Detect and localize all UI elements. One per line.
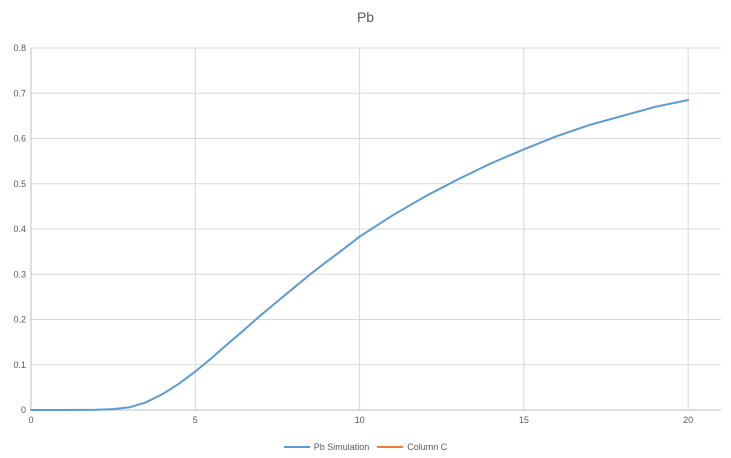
gridlines [31,47,721,410]
axes [30,48,721,411]
y-tick-label: 0.4 [13,224,26,234]
series-lines [30,99,690,411]
x-tick-label: 5 [193,415,198,425]
legend-label-series-2: Column C [407,442,448,452]
y-tick-label: 0.2 [13,315,26,325]
tick-labels: 0 0.1 0.2 0.3 0.4 0.5 0.6 0.7 0.8 0 5 10 15 20 [13,43,693,425]
x-tick-label: 10 [355,415,365,425]
y-tick-label: 0.1 [13,360,26,370]
y-tick-label: 0.5 [13,179,26,189]
y-tick-label: 0.8 [13,43,26,53]
y-tick-label: 0.3 [13,269,26,279]
legend-swatch-series-2 [377,446,404,448]
legend-swatch-series-1 [283,446,310,448]
chart-title: Pb [356,9,375,25]
y-tick-label: 0.7 [13,88,26,98]
legend-item-series-2: Column C [377,442,447,452]
series-line-1 [30,99,690,411]
legend-label-series-1: Pb Simulation [313,442,370,452]
legend-item-series-1: Pb Simulation [283,442,370,452]
x-tick-label: 0 [28,415,33,425]
y-tick-label: 0.6 [13,134,26,144]
x-tick-label: 15 [519,415,529,425]
y-tick-label: 0 [21,405,26,415]
legend: Pb Simulation Column C [0,442,731,452]
x-tick-label: 20 [683,415,693,425]
